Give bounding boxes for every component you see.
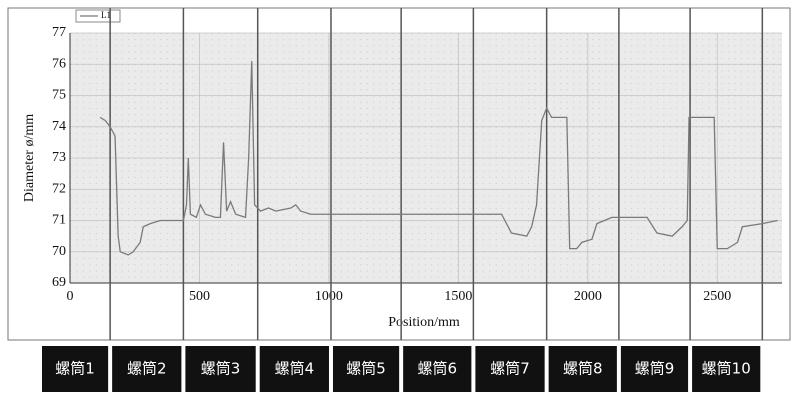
y-tick-label: 69	[52, 275, 66, 290]
y-tick-label: 71	[52, 213, 66, 228]
y-tick-label: 74	[52, 119, 66, 134]
segment-box	[185, 346, 256, 392]
segment-box	[620, 346, 689, 392]
y-tick-label: 75	[52, 88, 66, 103]
data-line	[99, 61, 778, 256]
segment-label: 螺筒6	[417, 360, 457, 378]
segment-box	[475, 346, 545, 392]
x-tick-label: 0	[67, 289, 74, 304]
y-tick-label: 73	[52, 150, 66, 165]
x-axis-label: Position/mm	[388, 315, 460, 330]
x-tick-label: 2500	[703, 289, 731, 304]
segment-box	[259, 346, 329, 392]
x-tick-label: 1500	[444, 289, 472, 304]
legend-label: L1	[101, 10, 111, 20]
segment-label: 螺筒7	[490, 360, 530, 378]
y-tick-label: 76	[52, 56, 66, 71]
segment-label: 螺筒10	[702, 360, 751, 378]
legend-box	[75, 9, 121, 23]
segment-box	[692, 346, 761, 392]
y-tick-label: 72	[52, 181, 66, 196]
x-tick-label: 2000	[574, 289, 602, 304]
x-tick-label: 1000	[315, 289, 343, 304]
segment-box	[548, 346, 617, 392]
segment-box	[42, 346, 109, 392]
segment-box	[112, 346, 182, 392]
segment-box	[332, 346, 400, 392]
y-tick-label: 70	[52, 244, 66, 259]
y-axis-label: Diameter ø/mm	[22, 114, 37, 202]
y-tick-label: 77	[52, 25, 66, 40]
x-tick-label: 500	[189, 289, 210, 304]
segment-label: 螺筒4	[275, 360, 315, 378]
segment-label: 螺筒5	[346, 360, 386, 378]
segment-box	[403, 346, 472, 392]
segment-label: 螺筒2	[127, 360, 167, 378]
segment-label: 螺筒3	[201, 360, 241, 378]
segment-label: 螺筒9	[635, 360, 675, 378]
segment-label: 螺筒8	[563, 360, 603, 378]
segment-label: 螺筒1	[55, 360, 95, 378]
